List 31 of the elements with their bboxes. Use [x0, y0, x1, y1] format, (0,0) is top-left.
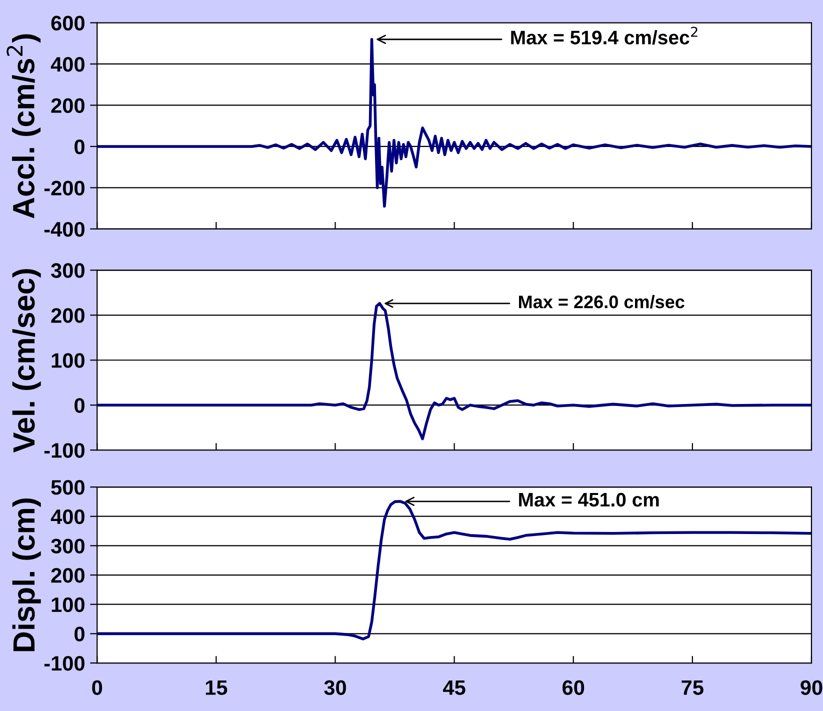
y-tick-label: -100: [44, 656, 84, 671]
y-tick-label: 300: [51, 538, 84, 554]
y-tick-label: 200: [51, 98, 84, 113]
y-axis-title: Displ. (cm): [12, 498, 41, 652]
y-tick-label: 400: [50, 56, 84, 72]
y-tick-label: 200: [51, 308, 84, 323]
annotation: Max = 451.0 cm: [519, 492, 659, 507]
y-tick-label: 100: [52, 353, 84, 368]
y-tick-label: -100: [44, 443, 84, 458]
y-tick-label: 0: [74, 398, 84, 413]
y-tick-label: 600: [51, 16, 84, 31]
y-tick-label: -200: [44, 180, 84, 196]
x-tick-label: 90: [800, 680, 822, 695]
y-tick-label: 100: [52, 597, 84, 612]
x-tick-label: 15: [206, 680, 228, 695]
y-tick-label: 0: [74, 139, 84, 154]
y-tick-label: 0: [74, 626, 84, 642]
x-tick-label: 0: [92, 680, 102, 695]
y-tick-label: -400: [44, 222, 84, 237]
y-tick-label: 500: [51, 480, 84, 495]
x-tick-label: 30: [324, 680, 346, 696]
annotation: Max = 226.0 cm/sec: [519, 295, 684, 308]
y-axis-title: Accl. (cm/s$^{2}$): [6, 34, 41, 218]
annotation: Max = 519.4 cm/sec$^{2}$: [511, 26, 698, 45]
x-tick-label: 75: [682, 680, 704, 695]
y-tick-label: 300: [51, 263, 84, 278]
x-tick-label: 60: [562, 680, 584, 695]
y-tick-label: 400: [50, 509, 84, 524]
y-axis-title: Vel. (cm/sec): [12, 269, 41, 452]
x-tick-label: 45: [443, 680, 466, 695]
y-tick-label: 200: [51, 568, 84, 583]
